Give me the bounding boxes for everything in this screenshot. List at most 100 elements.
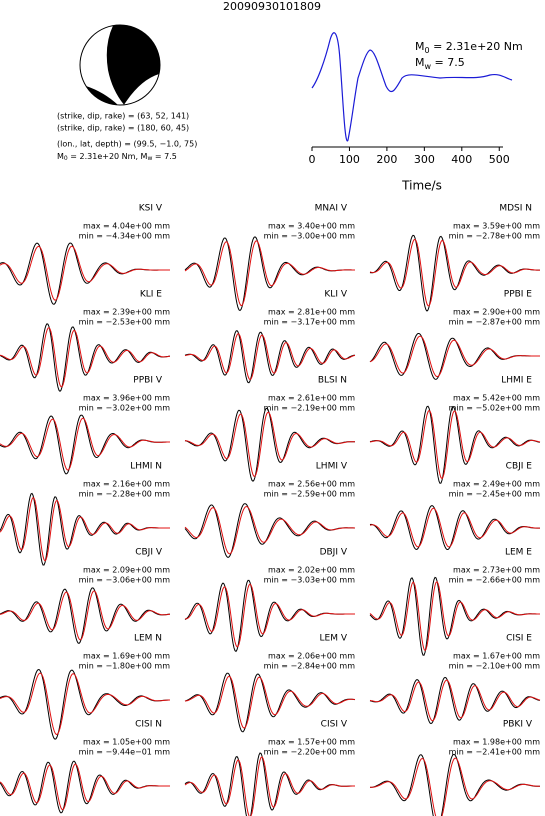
x-tick-label: 400 bbox=[451, 153, 472, 166]
observed-waveform bbox=[0, 668, 170, 740]
x-tick-label: 100 bbox=[339, 153, 360, 166]
max-amplitude: max = 1.98e+00 mm bbox=[453, 738, 540, 747]
observed-waveform bbox=[184, 329, 356, 384]
mw-annotation: Mw = 7.5 bbox=[415, 56, 465, 71]
observed-waveform bbox=[184, 672, 356, 733]
max-amplitude: max = 2.49e+00 mm bbox=[453, 480, 540, 489]
observed-waveform bbox=[370, 753, 541, 816]
location: (lon., lat, depth) = (99.5, −1.0, 75) bbox=[57, 140, 197, 149]
observed-waveform bbox=[184, 503, 355, 558]
waveform-panel bbox=[0, 242, 170, 305]
max-amplitude: max = 2.90e+00 mm bbox=[453, 308, 540, 317]
station-name: LEM E bbox=[505, 548, 532, 558]
max-amplitude: max = 2.39e+00 mm bbox=[83, 308, 170, 317]
observed-waveform bbox=[369, 676, 541, 725]
synthetic-waveform bbox=[184, 240, 355, 307]
min-amplitude: min = −2.19e+00 mm bbox=[264, 404, 356, 413]
max-amplitude: max = 1.67e+00 mm bbox=[453, 652, 540, 661]
station-name: PBKI V bbox=[503, 720, 533, 730]
max-amplitude: max = 1.05e+00 mm bbox=[83, 738, 170, 747]
station-name: CISI E bbox=[506, 634, 532, 644]
synthetic-waveform bbox=[0, 245, 170, 301]
station-name: KLI E bbox=[140, 290, 162, 300]
min-amplitude: min = −4.34e+00 mm bbox=[79, 232, 171, 241]
station-name: PPBI E bbox=[504, 290, 533, 300]
max-amplitude: max = 4.04e+00 mm bbox=[83, 222, 170, 231]
waveform-panel bbox=[0, 323, 171, 393]
synthetic-waveform bbox=[369, 581, 540, 652]
max-amplitude: max = 1.69e+00 mm bbox=[83, 652, 170, 661]
min-amplitude: min = −9.44e−01 mm bbox=[79, 748, 171, 757]
waveform-panel bbox=[184, 672, 356, 733]
waveform-panel bbox=[369, 753, 541, 816]
min-amplitude: min = −2.84e+00 mm bbox=[264, 662, 356, 671]
synthetic-waveform bbox=[369, 335, 540, 378]
station-name: CBJI V bbox=[135, 548, 163, 558]
synthetic-waveform bbox=[184, 333, 356, 381]
nodal-plane-1: (strike, dip, rake) = (63, 52, 141) bbox=[57, 112, 189, 121]
x-tick-label: 0 bbox=[309, 153, 316, 166]
station-name: BLSI N bbox=[318, 376, 347, 386]
observed-waveform bbox=[184, 752, 355, 816]
synthetic-waveform bbox=[369, 679, 541, 722]
x-tick-label: 300 bbox=[414, 153, 435, 166]
waveform-panel bbox=[0, 668, 170, 740]
max-amplitude: max = 3.96e+00 mm bbox=[83, 394, 170, 403]
waveform-panel bbox=[0, 492, 170, 566]
synthetic-waveform bbox=[184, 675, 356, 729]
min-amplitude: min = −2.20e+00 mm bbox=[264, 748, 356, 757]
min-amplitude: min = −1.80e+00 mm bbox=[79, 662, 171, 671]
waveform-panel bbox=[0, 414, 170, 475]
waveform-panel bbox=[369, 405, 541, 484]
x-axis-label: Time/s bbox=[401, 179, 442, 193]
synthetic-waveform bbox=[0, 590, 171, 641]
x-tick-label: 500 bbox=[489, 153, 510, 166]
min-amplitude: min = −2.59e+00 mm bbox=[264, 490, 356, 499]
station-name: KSI V bbox=[139, 204, 163, 214]
observed-waveform bbox=[369, 405, 541, 484]
waveform-panel bbox=[184, 236, 355, 312]
synthetic-waveform bbox=[0, 672, 170, 736]
waveform-panel bbox=[0, 760, 170, 814]
synthetic-waveform bbox=[0, 496, 170, 562]
observed-waveform bbox=[369, 505, 540, 550]
figure-title: 20090930101809 bbox=[223, 0, 321, 13]
waveform-panel bbox=[184, 503, 356, 558]
synthetic-waveform bbox=[0, 417, 170, 471]
source-time-function: M0 = 2.31e+20 Nm Mw = 7.5 Time/s bbox=[311, 32, 523, 193]
station-name: MNAI V bbox=[315, 204, 348, 214]
min-amplitude: min = −3.17e+00 mm bbox=[264, 318, 356, 327]
min-amplitude: min = −3.00e+00 mm bbox=[264, 232, 356, 241]
station-name: CISI V bbox=[321, 720, 348, 730]
waveform-panel bbox=[184, 752, 355, 816]
max-amplitude: max = 5.42e+00 mm bbox=[453, 394, 540, 403]
min-amplitude: min = −2.45e+00 mm bbox=[449, 490, 541, 499]
synthetic-waveform bbox=[0, 327, 171, 388]
station-name: LEM V bbox=[320, 634, 348, 644]
max-amplitude: max = 3.59e+00 mm bbox=[453, 222, 540, 231]
waveform-panel bbox=[369, 576, 540, 656]
station-name: LHMI V bbox=[316, 462, 348, 472]
synthetic-waveform bbox=[184, 411, 356, 477]
waveform-panel bbox=[369, 676, 541, 725]
min-amplitude: min = −5.02e+00 mm bbox=[449, 404, 541, 413]
station-name: PPBI V bbox=[133, 376, 163, 386]
min-amplitude: min = −2.78e+00 mm bbox=[449, 232, 541, 241]
waveform-panel bbox=[369, 505, 540, 550]
stf-curve bbox=[311, 32, 513, 142]
max-amplitude: max = 3.40e+00 mm bbox=[268, 222, 355, 231]
waveform-panel bbox=[369, 234, 540, 312]
station-name: LHMI E bbox=[501, 376, 532, 386]
max-amplitude: max = 2.61e+00 mm bbox=[268, 394, 355, 403]
m0-annotation: M0 = 2.31e+20 Nm bbox=[415, 40, 523, 55]
synthetic-waveform bbox=[184, 756, 355, 816]
max-amplitude: max = 1.57e+00 mm bbox=[268, 738, 355, 747]
observed-waveform bbox=[0, 587, 171, 644]
max-amplitude: max = 2.81e+00 mm bbox=[268, 308, 355, 317]
min-amplitude: min = −3.02e+00 mm bbox=[79, 404, 171, 413]
waveform-panel bbox=[184, 329, 356, 384]
max-amplitude: max = 2.02e+00 mm bbox=[268, 566, 355, 575]
beachball bbox=[79, 24, 161, 106]
waveform-panel bbox=[184, 407, 356, 482]
